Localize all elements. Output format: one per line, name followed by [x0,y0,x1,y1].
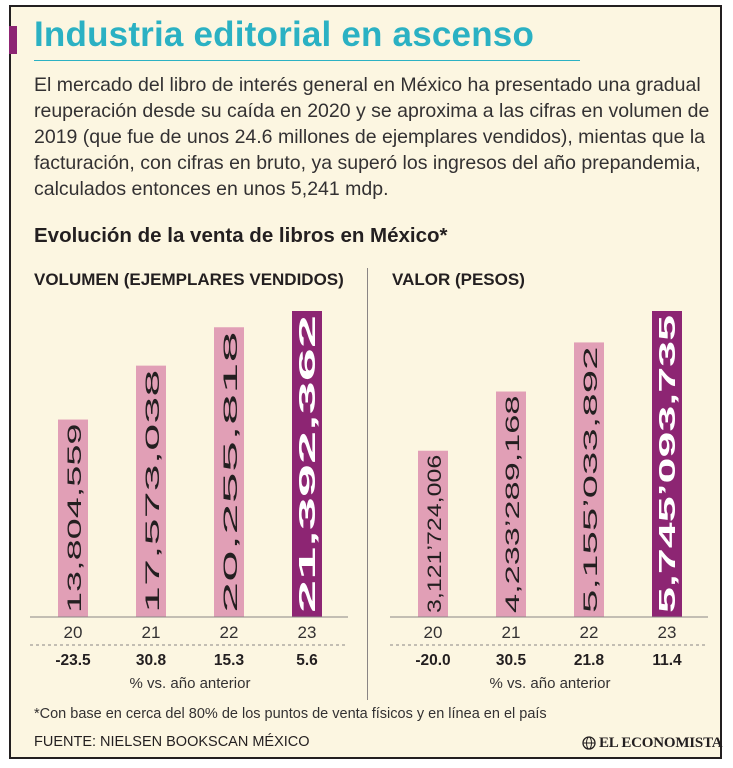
change-value: 5.6 [296,652,318,669]
bar-value-label: 5,155’033,892 [581,346,602,613]
page-title: Industria editorial en ascenso [34,15,535,54]
volume-bar-chart: 13,804,559 20 -23.5 17,573,038 21 30.8 20,255,… [30,311,348,692]
change-value: 11.4 [652,652,682,669]
bar [292,311,322,617]
bar-value-label: 3,121’724,006 [425,455,446,613]
change-value: -23.5 [55,652,91,669]
intro-paragraph: El mercado del libro de interés general … [34,74,710,200]
x-tick-label: 23 [658,623,677,642]
x-tick-label: 20 [424,623,443,642]
change-value: 30.8 [136,652,167,669]
x-tick-label: 21 [142,623,161,642]
change-caption: % vs. año anterior [490,675,611,692]
brand-logo: EL ECONOMISTA [599,734,723,751]
panel-divider [367,268,368,700]
bar-value-label: 4,233’289,168 [503,396,524,613]
chart-section-title: Evolución de la venta de libros en Méxic… [34,224,448,247]
value-panel-title: VALOR (PESOS) [392,270,525,289]
change-caption: % vs. año anterior [130,675,251,692]
bar-value-label: 21,392,362 [294,315,320,613]
value-bar-chart: 3,121’724,006 20 -20.0 4,233’289,168 21 30.5 5… [390,311,708,692]
bar [652,311,682,617]
change-value: 15.3 [214,652,245,669]
x-tick-label: 23 [298,623,317,642]
title-underline [34,60,580,61]
bar [496,391,526,617]
footnote: *Con base en cerca del 80% de los puntos… [34,706,547,722]
bar [58,419,88,617]
x-tick-label: 22 [220,623,239,642]
bar-value-label: 5,745’093,735 [654,315,680,613]
bar-value-label: 17,573,038 [143,370,164,613]
x-tick-label: 21 [502,623,521,642]
title-accent-bar [9,26,17,54]
x-tick-label: 20 [64,623,83,642]
bar-value-label: 20,255,818 [221,331,242,613]
x-tick-label: 22 [580,623,599,642]
bar [214,327,244,617]
change-value: 30.5 [496,652,527,669]
bar-value-label: 13,804,559 [65,424,86,613]
globe-icon [582,736,596,750]
bar [136,365,166,617]
volume-panel-title: VOLUMEN (EJEMPLARES VENDIDOS) [34,270,344,289]
bar [574,342,604,617]
change-value: -20.0 [415,652,450,669]
change-value: 21.8 [574,652,605,669]
brand: EL ECONOMISTA [582,733,723,753]
source-credit: FUENTE: NIELSEN BOOKSCAN MÉXICO [34,734,310,750]
bar [418,450,448,617]
